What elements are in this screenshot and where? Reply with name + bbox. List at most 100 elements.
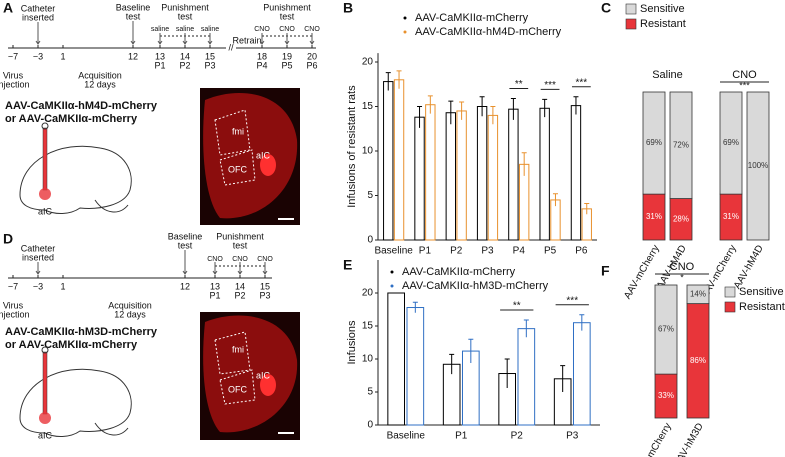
label: Punishment xyxy=(161,2,209,12)
session-label: P1 xyxy=(154,60,165,70)
label: injection xyxy=(0,79,30,89)
annotation: *** xyxy=(566,295,578,306)
label: aIC xyxy=(256,150,271,160)
label: saline xyxy=(176,26,194,33)
bar xyxy=(517,328,536,426)
panel-letter: A xyxy=(3,0,13,16)
bar-segment xyxy=(719,91,743,195)
arrow xyxy=(207,33,213,45)
error-bar xyxy=(396,70,402,89)
panel-letter: C xyxy=(601,0,611,16)
x-tick-label: P2 xyxy=(511,431,524,442)
arrow xyxy=(237,262,243,275)
error-bar xyxy=(412,301,418,313)
annotation: ** xyxy=(515,79,523,90)
value-label: 31% xyxy=(723,212,739,221)
y-tick-label: 10 xyxy=(362,354,374,365)
arrow xyxy=(182,33,188,45)
bar-segment xyxy=(746,91,770,241)
value-label: 69% xyxy=(723,138,739,147)
x-tick-label: P1 xyxy=(419,246,432,257)
label: Virus xyxy=(3,300,24,310)
panel-letter: E xyxy=(343,257,352,273)
value-label: 14% xyxy=(690,289,706,298)
arrow xyxy=(182,250,188,275)
error-bar xyxy=(584,203,590,215)
legend-label: Resistant xyxy=(640,18,686,30)
session-label: P3 xyxy=(204,60,215,70)
label: test xyxy=(178,240,193,250)
annotation: *** xyxy=(544,80,556,91)
label: OFC xyxy=(228,164,247,174)
day-label: −3 xyxy=(33,51,43,61)
label: test xyxy=(126,11,141,21)
annotation: *** xyxy=(576,77,588,88)
arrow xyxy=(130,21,136,45)
label: test xyxy=(280,11,295,21)
bar-segment xyxy=(642,91,666,195)
value-label: 67% xyxy=(658,325,674,334)
error-bar xyxy=(579,314,585,331)
group-label: CNO xyxy=(732,69,757,81)
legend-label: AAV-CaMKIIα-hM4D-mCherry xyxy=(415,26,562,38)
arrow xyxy=(309,33,315,45)
construct: or AAV-CaMKIIα-mCherry xyxy=(5,113,138,125)
legend-marker xyxy=(403,16,407,20)
group-label: Saline xyxy=(652,69,683,81)
session-label: P1 xyxy=(209,290,220,300)
panel-letter: F xyxy=(601,263,610,279)
day-label: −7 xyxy=(8,281,18,291)
day-label: 13 xyxy=(210,281,220,291)
x-tick-label: Baseline xyxy=(374,246,413,257)
legend-label: Resistant xyxy=(739,301,785,313)
y-axis-label: Infusions of resistant rats xyxy=(346,85,358,208)
bar-segment xyxy=(669,91,693,199)
annotation: * xyxy=(680,272,684,282)
label: Punishment xyxy=(216,231,264,241)
label: fmi xyxy=(232,126,244,136)
error-bar xyxy=(459,101,465,120)
error-bar xyxy=(490,106,496,125)
arrow xyxy=(157,33,163,45)
value-label: 72% xyxy=(673,140,689,149)
arrow xyxy=(259,33,265,45)
label: Baseline xyxy=(168,231,203,241)
day-label: −3 xyxy=(33,281,43,291)
legend-label: Sensitive xyxy=(640,3,685,15)
bar xyxy=(425,104,436,241)
arrow xyxy=(262,262,268,275)
value-label: 33% xyxy=(658,391,674,400)
legend-label: AAV-CaMKIIα-hM3D-mCherry xyxy=(402,280,549,292)
session-label: P3 xyxy=(259,290,270,300)
timeline-d: Catheter inserted Baseline test Punishme… xyxy=(0,231,273,319)
value-label: 69% xyxy=(646,138,662,147)
construct: AAV-CaMKIIα-hM3D-mCherry xyxy=(5,326,158,338)
label: Baseline xyxy=(116,2,151,12)
day-label: 15 xyxy=(260,281,270,291)
label: fmi xyxy=(232,344,244,354)
label: CNO xyxy=(279,26,295,33)
bar xyxy=(572,322,591,426)
label: Punishment xyxy=(263,2,311,12)
value-label: 28% xyxy=(673,214,689,223)
annotation: *** xyxy=(739,80,750,90)
label: test xyxy=(178,11,193,21)
bar xyxy=(476,106,488,241)
error-bar xyxy=(504,358,510,389)
arrow xyxy=(35,262,41,275)
error-bar xyxy=(417,106,423,128)
day-label: 14 xyxy=(235,281,245,291)
x-tick-label: P2 xyxy=(450,246,463,257)
label: CNO xyxy=(207,256,223,263)
day-label: 15 xyxy=(205,51,215,61)
label: saline xyxy=(151,26,169,33)
label: injection xyxy=(0,309,30,319)
break: // xyxy=(228,42,234,52)
error-bar xyxy=(521,152,527,176)
error-bar xyxy=(448,100,454,125)
day-label: 12 xyxy=(180,281,190,291)
legend-label: AAV-CaMKIIα-mCherry xyxy=(402,266,516,278)
session-label: P4 xyxy=(256,60,267,70)
bar-segment xyxy=(686,284,710,305)
y-tick-label: 15 xyxy=(362,321,374,332)
